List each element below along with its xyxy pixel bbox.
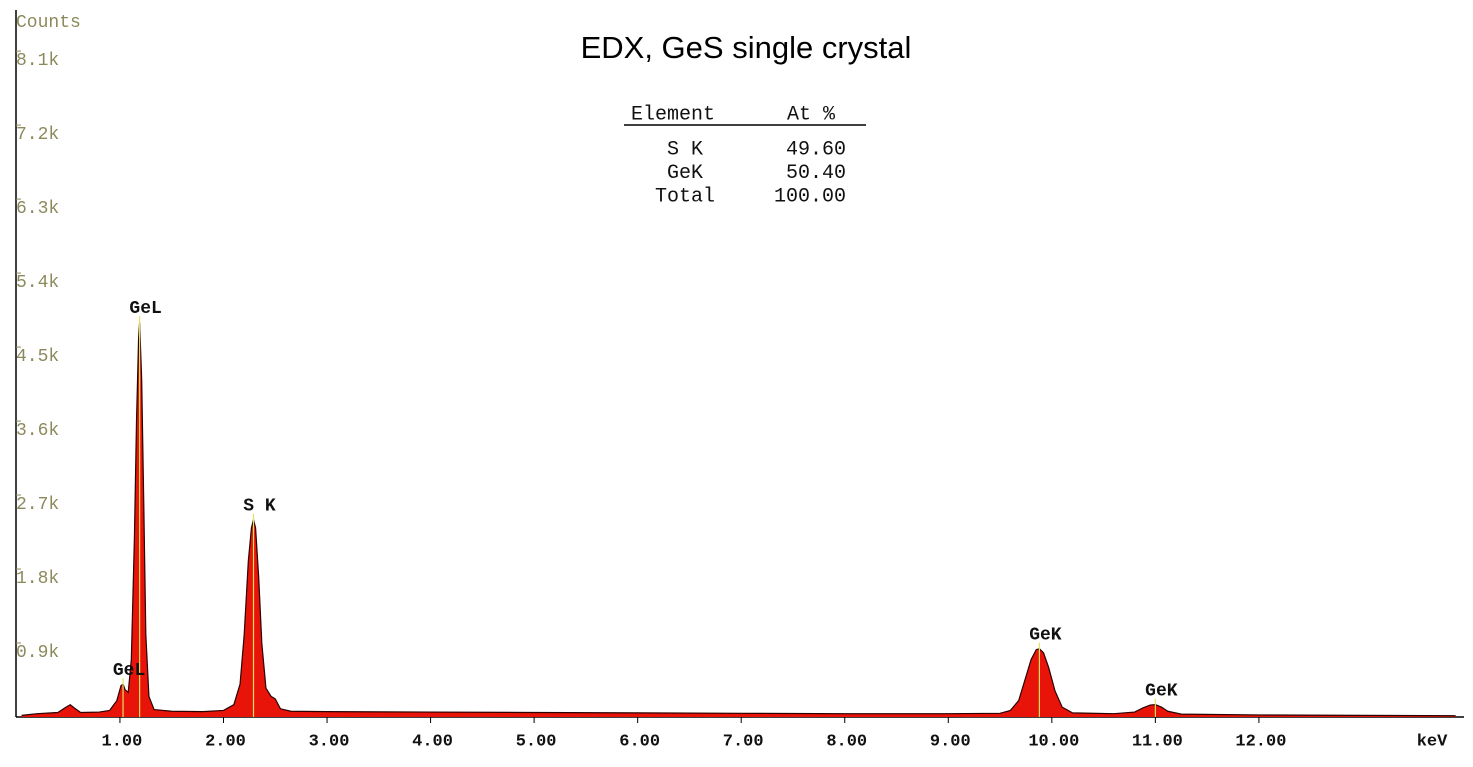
x-tick-label: 3.00 xyxy=(309,732,350,751)
chart-title: EDX, GeS single crystal xyxy=(581,30,912,65)
table-cell: 49.60 xyxy=(786,138,846,161)
y-tick-label: 1.8k xyxy=(16,569,59,589)
y-tick-label: 5.4k xyxy=(16,273,59,293)
table-body: S K 49.60 GeK 50.40 Total 100.00 xyxy=(655,138,846,208)
x-tick-label: 12.00 xyxy=(1235,732,1286,751)
table-cell: S K xyxy=(667,138,703,161)
peak-label: GeK xyxy=(1145,681,1178,701)
y-tick-label: 2.7k xyxy=(16,495,59,515)
y-tick-label: 4.5k xyxy=(16,347,59,367)
spectrum-line xyxy=(21,322,1456,717)
x-tick-label: 10.00 xyxy=(1028,732,1079,751)
x-tick-label: 5.00 xyxy=(516,732,557,751)
x-tick-label: 11.00 xyxy=(1132,732,1183,751)
x-axis-label: keV xyxy=(1417,732,1448,751)
y-tick-label: 3.6k xyxy=(16,421,59,441)
y-tick-label: 0.9k xyxy=(16,643,59,663)
x-tick-label: 7.00 xyxy=(723,732,764,751)
table-cell: 50.40 xyxy=(786,162,846,185)
peak-label: S K xyxy=(243,496,276,516)
x-tick-label: 4.00 xyxy=(412,732,453,751)
table-header: At % xyxy=(787,103,836,126)
table-cell: Total xyxy=(655,185,715,208)
peak-label: GeL xyxy=(129,299,161,319)
y-tick-label: 8.1k xyxy=(16,51,59,71)
table-cell: GeK xyxy=(667,162,703,185)
x-tick-label: 2.00 xyxy=(205,732,246,751)
y-tick-label: 6.3k xyxy=(16,199,59,219)
table-header: Element xyxy=(631,103,715,126)
y-axis-label: Counts xyxy=(16,13,81,33)
peak-label: GeL xyxy=(113,661,145,681)
x-tick-label: 8.00 xyxy=(826,732,867,751)
y-tick-label: 7.2k xyxy=(16,125,59,145)
x-tick-label: 1.00 xyxy=(102,732,143,751)
table-cell: 100.00 xyxy=(774,185,846,208)
x-tick-label: 9.00 xyxy=(930,732,971,751)
x-tick-label: 6.00 xyxy=(619,732,660,751)
peak-label: GeK xyxy=(1029,626,1062,646)
